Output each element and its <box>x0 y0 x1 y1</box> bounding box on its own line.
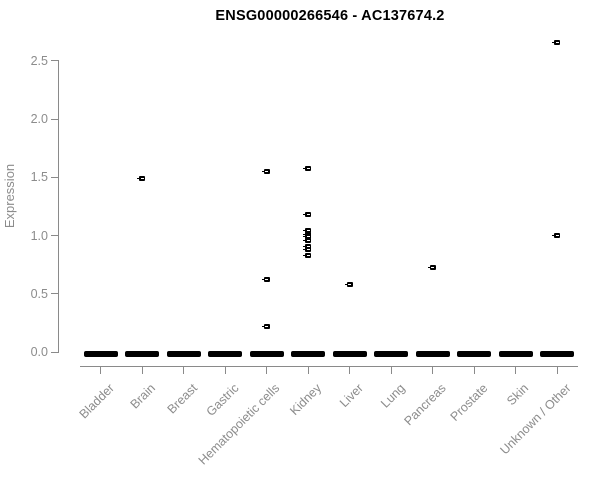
y-axis-label: Expression <box>2 163 17 229</box>
x-axis-line <box>80 366 578 367</box>
x-axis-tick <box>100 366 102 374</box>
y-axis-tick <box>51 60 59 62</box>
x-tick-label: Breast <box>164 381 200 417</box>
data-point <box>303 228 312 234</box>
x-tick-label: Liver <box>336 381 366 411</box>
x-tick-label: Skin <box>504 381 532 409</box>
x-axis-tick <box>266 366 268 374</box>
x-tick-label: Lung <box>377 381 408 411</box>
x-tick-label: Brain <box>127 381 159 412</box>
x-axis-tick <box>432 366 434 374</box>
data-point <box>427 264 436 270</box>
data-point <box>303 243 312 249</box>
zero-expression-cluster <box>498 350 533 357</box>
data-point <box>261 169 270 174</box>
zero-expression-cluster <box>332 350 367 357</box>
y-tick-label: 2.0 <box>30 112 48 127</box>
y-tick-label: 0.0 <box>30 345 48 360</box>
zero-expression-cluster <box>374 350 409 357</box>
data-point <box>552 39 561 45</box>
x-tick-label: Bladder <box>76 381 117 422</box>
data-point <box>303 252 312 258</box>
x-axis-tick <box>556 366 558 374</box>
y-axis-tick <box>51 118 59 120</box>
x-axis-tick <box>307 366 309 374</box>
x-axis-tick <box>515 366 517 374</box>
x-tick-label: Prostate <box>447 381 491 424</box>
x-tick-label: Gastric <box>203 381 242 419</box>
zero-expression-cluster <box>291 350 326 357</box>
x-axis-tick <box>473 366 475 374</box>
data-point <box>303 247 312 253</box>
x-tick-label: Kidney <box>287 381 325 418</box>
data-point <box>303 212 312 218</box>
data-point <box>344 282 353 288</box>
y-axis-tick <box>51 176 59 178</box>
zero-expression-cluster <box>166 350 201 357</box>
data-point <box>261 324 270 330</box>
x-tick-label: Pancreas <box>401 381 449 429</box>
y-axis-tick <box>51 293 59 295</box>
zero-expression-cluster <box>457 350 492 357</box>
zero-expression-cluster <box>415 350 450 357</box>
y-axis-line <box>58 60 59 353</box>
x-axis-tick <box>349 366 351 374</box>
data-point <box>137 176 146 181</box>
zero-expression-cluster <box>208 350 243 357</box>
data-point <box>303 234 312 240</box>
zero-expression-cluster <box>540 350 575 357</box>
data-point <box>303 237 312 243</box>
chart-title: ENSG00000266546 - AC137674.2 <box>215 8 445 24</box>
x-axis-tick <box>390 366 392 374</box>
y-axis-tick <box>51 351 59 353</box>
data-point <box>261 277 270 283</box>
data-point <box>552 233 561 239</box>
x-axis-tick <box>141 366 143 374</box>
x-axis-tick <box>224 366 226 374</box>
zero-expression-cluster <box>125 350 160 357</box>
y-tick-label: 0.5 <box>30 286 48 301</box>
x-axis-tick <box>183 366 185 374</box>
y-tick-label: 1.5 <box>30 170 48 185</box>
y-axis-tick <box>51 235 59 237</box>
y-tick-label: 2.5 <box>30 53 48 68</box>
x-tick-label: Hematopoietic cells <box>196 381 283 468</box>
y-tick-label: 1.0 <box>30 228 48 243</box>
zero-expression-cluster <box>249 350 284 357</box>
data-point <box>303 165 312 171</box>
zero-expression-cluster <box>83 350 118 357</box>
